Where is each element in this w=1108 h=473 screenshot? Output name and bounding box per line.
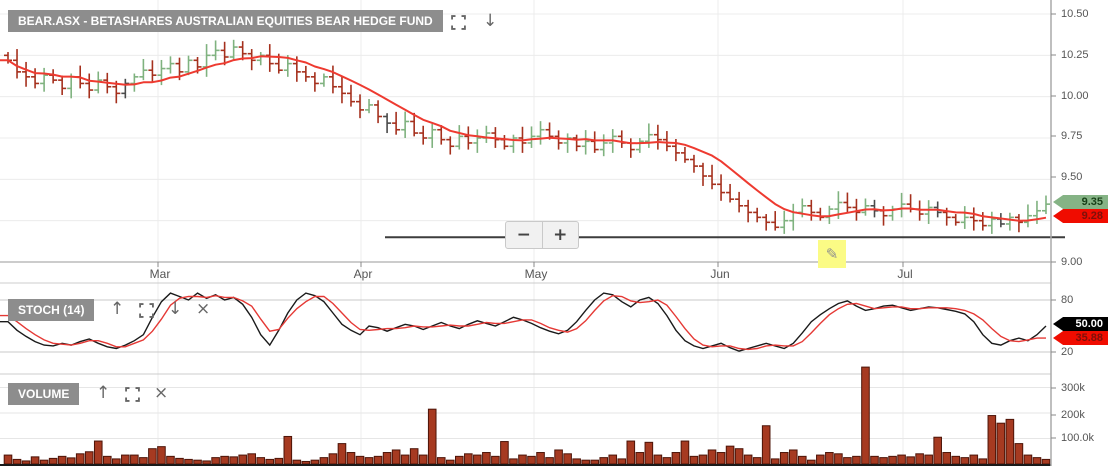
last-price-tag: 9.35 <box>1053 195 1108 209</box>
edit-trendline-button[interactable]: ✎ <box>818 240 846 268</box>
stoch-d-line <box>0 294 1046 351</box>
stoch-k-value-tag: 50.00 <box>1053 317 1108 331</box>
stoch-close-icon[interactable]: × <box>196 299 211 319</box>
volume-move-up-icon[interactable]: ↑ <box>96 383 111 403</box>
stoch-k-line <box>0 292 1047 352</box>
instrument-title-badge: BEAR.ASX - BETASHARES AUSTRALIAN EQUITIE… <box>8 10 443 32</box>
volume-bars <box>0 366 1051 466</box>
month-axis-label: Jul <box>897 267 913 281</box>
month-axis-label: Apr <box>353 267 373 281</box>
zoom-control: − + <box>505 221 579 249</box>
stoch-move-up-icon[interactable]: ↑ <box>110 299 125 319</box>
price-axis-label: 10.50 <box>1061 8 1089 20</box>
stoch-label-badge: STOCH (14) <box>8 299 95 321</box>
zoom-out-button[interactable]: − <box>506 222 542 248</box>
volume-fullscreen-icon[interactable] <box>125 387 140 402</box>
month-axis-label: May <box>524 267 548 281</box>
stoch-axis-label: 20 <box>1061 346 1074 358</box>
zoom-divider <box>541 222 543 248</box>
stoch-move-down-icon[interactable]: ↓ <box>168 299 183 319</box>
ma-price-tag: 9.28 <box>1053 209 1108 223</box>
price-axis-label: 9.00 <box>1061 256 1083 268</box>
stoch-axis-label: 80 <box>1061 294 1074 306</box>
volume-label-badge: VOLUME <box>8 383 80 405</box>
candles-layer <box>4 39 1050 234</box>
volume-axis-label: 200k <box>1061 409 1085 421</box>
stoch-d-value-tag: 35.88 <box>1053 331 1108 345</box>
stoch-label: STOCH (14) <box>18 303 85 317</box>
price-axis-label: 10.25 <box>1061 49 1089 61</box>
month-axis-label: Jun <box>710 267 730 281</box>
zoom-in-button[interactable]: + <box>543 222 579 248</box>
volume-axis-label: 100.0k <box>1061 432 1095 444</box>
ma-line <box>0 55 1047 222</box>
price-axis-label: 10.00 <box>1061 90 1089 102</box>
pencil-icon: ✎ <box>825 245 839 263</box>
collapse-arrow-icon[interactable]: ↓ <box>483 11 498 31</box>
price-axis-label: 9.50 <box>1061 171 1083 183</box>
volume-label: VOLUME <box>18 387 70 401</box>
axes <box>0 0 1056 466</box>
stoch-fullscreen-icon[interactable] <box>139 303 154 318</box>
volume-axis-label: 300k <box>1061 382 1085 394</box>
month-axis-label: Mar <box>149 267 171 281</box>
volume-close-icon[interactable]: × <box>154 383 169 403</box>
fullscreen-icon[interactable] <box>451 15 466 30</box>
price-axis-label: 9.75 <box>1061 130 1083 142</box>
instrument-title: BEAR.ASX - BETASHARES AUSTRALIAN EQUITIE… <box>18 14 433 28</box>
